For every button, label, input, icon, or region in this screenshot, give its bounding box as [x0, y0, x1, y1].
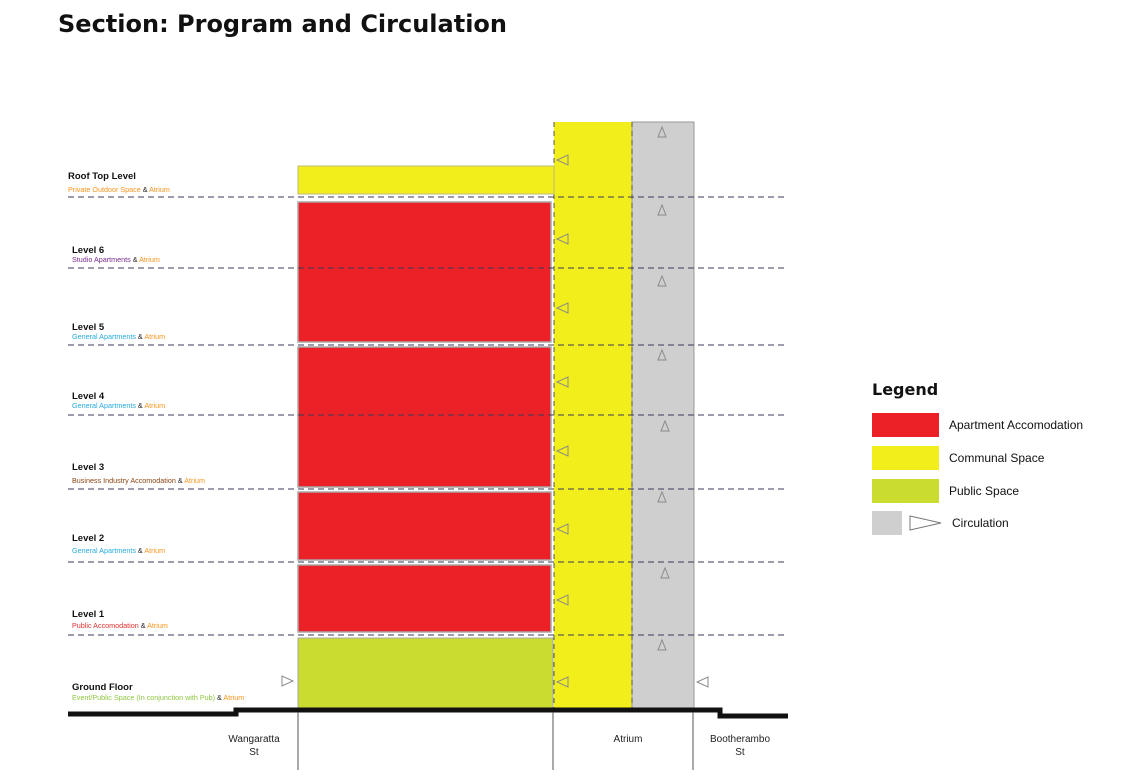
circulation-arrows-left — [555, 154, 709, 688]
circulation-up-arrow-icon — [657, 490, 667, 503]
level-use: General Apartments — [72, 546, 136, 555]
street-label-right: Bootherambo — [710, 734, 770, 745]
level-atrium: Atrium — [144, 546, 165, 555]
level-ampersand: & — [131, 255, 139, 264]
circulation-triangle-icon — [909, 515, 942, 531]
level-atrium: Atrium — [144, 401, 165, 410]
apartment-block-level4-3 — [297, 346, 552, 488]
level-description: General Apartments & Atrium — [72, 332, 165, 341]
legend-label: Communal Space — [949, 451, 1045, 465]
level-name: Roof Top Level — [68, 171, 136, 182]
circulation-up-arrow-icon — [657, 125, 667, 138]
level-use: Business Industry Accomodation — [72, 476, 176, 485]
green-swatch — [872, 479, 939, 503]
legend-item: Circulation — [872, 511, 1009, 535]
circulation-up-arrow-icon — [657, 348, 667, 361]
level-atrium: Atrium — [147, 621, 168, 630]
circulation-up-arrow-icon — [657, 203, 667, 216]
circulation-arrow-icon — [695, 676, 709, 688]
legend-item: Communal Space — [872, 446, 1044, 470]
level-description: Public Accomodation & Atrium — [72, 621, 168, 630]
rooftop-communal-block — [297, 165, 555, 195]
apartment-block-level1 — [297, 564, 552, 633]
level-ampersand: & — [139, 621, 147, 630]
circulation-up-arrow-icon — [657, 638, 667, 651]
level-use: Event/Public Space (In conjunction with … — [72, 693, 215, 702]
circulation-arrow-icon — [555, 302, 569, 314]
apartment-block-level6-5 — [297, 201, 552, 343]
legend-item: Public Space — [872, 479, 1019, 503]
level-ampersand: & — [136, 332, 144, 341]
level-atrium: Atrium — [144, 332, 165, 341]
legend-title: Legend — [872, 380, 939, 399]
street-label-right-sub: St — [735, 747, 745, 758]
level-ampersand: & — [215, 693, 223, 702]
circulation-arrow-icon — [555, 154, 569, 166]
entry-arrow-icon — [281, 675, 295, 687]
level-name: Level 1 — [72, 609, 105, 620]
level-name: Level 2 — [72, 533, 104, 544]
level-atrium: Atrium — [139, 255, 160, 264]
level-description: Event/Public Space (In conjunction with … — [72, 693, 244, 702]
level-atrium: Atrium — [184, 476, 205, 485]
yellow-swatch — [872, 446, 939, 470]
level-description: General Apartments & Atrium — [72, 546, 165, 555]
legend-item: Apartment Accomodation — [872, 413, 1083, 437]
ground-floor-public-block — [297, 637, 554, 709]
level-ampersand: & — [136, 546, 144, 555]
level-name: Ground Floor — [72, 682, 133, 693]
street-label-atrium: Atrium — [614, 734, 643, 745]
level-use: General Apartments — [72, 401, 136, 410]
level-dashed-lines — [68, 196, 788, 636]
level-name: Level 5 — [72, 322, 105, 333]
level-name: Level 4 — [72, 391, 105, 402]
circulation-up-arrow-icon — [660, 419, 670, 432]
level-atrium: Atrium — [223, 693, 244, 702]
circulation-up-arrow-icon — [657, 274, 667, 287]
level-labels: Roof Top Level Private Outdoor Space & At… — [68, 171, 244, 702]
circulation-arrow-icon — [555, 445, 569, 457]
page-title: Section: Program and Circulation — [58, 10, 508, 38]
level-ampersand: & — [136, 401, 144, 410]
level-description: Business Industry Accomodation & Atrium — [72, 476, 205, 485]
level-description: Private Outdoor Space & Atrium — [68, 185, 170, 194]
circulation-arrow-icon — [555, 676, 569, 688]
apartment-block-level2 — [297, 491, 552, 561]
level-name: Level 6 — [72, 245, 104, 256]
red-swatch — [872, 413, 939, 437]
level-description: General Apartments & Atrium — [72, 401, 165, 410]
level-use: Private Outdoor Space — [68, 185, 141, 194]
legend-label: Public Space — [949, 484, 1020, 498]
circulation-up-arrow-icon — [660, 566, 670, 579]
level-atrium: Atrium — [149, 185, 170, 194]
legend-label: Circulation — [952, 516, 1009, 530]
street-label-left-sub: St — [249, 747, 259, 758]
grey-swatch-triangle-icon — [872, 511, 902, 535]
legend-label: Apartment Accomodation — [949, 418, 1084, 432]
circulation-arrow-icon — [555, 376, 569, 388]
level-use: Public Accomodation — [72, 621, 139, 630]
circulation-arrow-icon — [555, 233, 569, 245]
level-description: Studio Apartments & Atrium — [72, 255, 160, 264]
circulation-arrow-icon — [555, 523, 569, 535]
circulation-arrow-icon — [555, 594, 569, 606]
ground-line — [68, 707, 788, 719]
level-name: Level 3 — [72, 462, 104, 473]
circulation-arrows-up — [657, 125, 670, 651]
level-ampersand: & — [176, 476, 184, 485]
level-ampersand: & — [141, 185, 149, 194]
level-use: General Apartments — [72, 332, 136, 341]
street-label-left: Wangaratta — [228, 734, 280, 745]
level-use: Studio Apartments — [72, 255, 131, 264]
